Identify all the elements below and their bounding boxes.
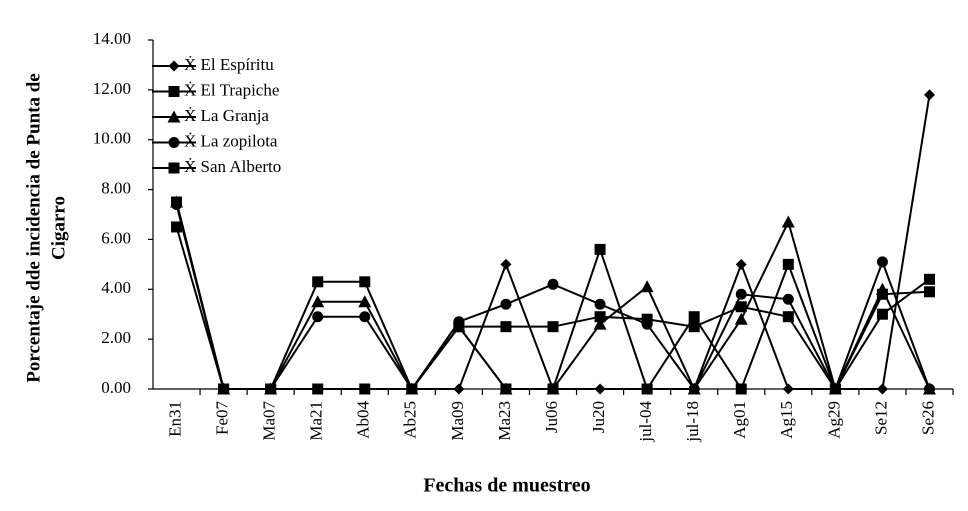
marker [593,317,607,330]
legend-item: Ẋ El Trapiche [152,80,279,99]
marker [640,280,654,293]
marker [688,311,700,323]
legend-item: Ẋ El Espíritu [152,55,274,74]
marker [923,273,935,285]
x-tick-label: jul-04 [636,401,655,443]
x-tick-label: Ag15 [777,401,796,439]
marker [781,215,795,228]
marker [594,298,606,310]
marker [547,383,559,395]
marker [876,308,888,320]
marker [359,311,371,323]
x-tick-label: Se12 [871,401,890,435]
marker [453,321,465,333]
marker [594,243,606,255]
x-tick-label: jul-18 [683,401,702,443]
marker [168,162,180,174]
marker [358,295,372,308]
x-tick-label: Ma21 [307,401,326,441]
marker [641,318,653,330]
marker [171,221,183,233]
x-tick-label: Ab04 [354,401,373,439]
marker [782,293,794,305]
x-tick-label: Ma09 [448,401,467,441]
legend-label: Ẋ El Espíritu [184,55,274,74]
marker [168,137,180,148]
marker [311,295,325,308]
y-tick-label: 6.00 [101,228,131,247]
marker [359,276,371,288]
marker [500,298,512,310]
y-axis-title: Porcentaje dde incidencia de Punta de [23,73,44,382]
marker [641,383,653,395]
y-tick-label: 4.00 [101,278,131,297]
x-tick-label: Fe07 [212,401,231,436]
y-tick-label: 10.00 [93,129,131,148]
x-tick-label: Ma07 [260,401,279,441]
marker [312,383,324,395]
x-tick-label: En31 [165,401,184,437]
legend-label: Ẋ La Granja [184,106,269,125]
marker [876,383,888,395]
y-tick-label: 0.00 [101,378,131,397]
marker [168,86,180,97]
legend-label: Ẋ San Alberto [184,157,281,176]
marker [782,383,794,395]
marker [782,258,794,270]
marker [359,383,371,395]
legend-label: Ẋ El Trapiche [184,80,279,99]
x-tick-label: Ma23 [495,401,514,441]
marker [735,301,747,313]
marker [406,383,418,395]
marker [453,383,465,395]
marker [312,311,324,323]
marker [312,276,324,288]
marker [171,196,183,208]
y-tick-label: 14.00 [93,29,131,48]
marker [829,383,841,395]
legend-label: Ẋ La zopilota [184,131,278,150]
marker [594,383,606,395]
marker [876,288,888,300]
series-line [175,226,931,391]
marker [688,383,700,395]
marker [688,321,700,333]
marker [547,321,559,333]
legend-item: Ẋ San Alberto [152,157,281,176]
x-tick-label: Ag29 [824,401,843,439]
x-axis-title: Fechas de muestreo [423,475,590,497]
x-tick-label: Ag01 [730,401,749,439]
x-tick-label: Ju20 [589,401,608,433]
marker [594,311,606,323]
marker [782,311,794,323]
marker [735,383,747,395]
y-tick-label: 2.00 [101,328,131,347]
x-tick-label: Ab25 [401,401,420,439]
marker [500,321,512,333]
marker [265,383,277,395]
marker [734,312,748,325]
marker [167,110,181,123]
x-tick-label: Se26 [918,401,937,435]
y-tick-label: 8.00 [101,178,131,197]
legend-item: Ẋ La zopilota [152,131,278,150]
y-axis-title: Cigarro [48,196,69,260]
marker [923,89,935,101]
legend-item: Ẋ La Granja [152,106,269,125]
marker [923,383,935,395]
marker [168,60,180,72]
marker [735,288,747,300]
marker [500,383,512,395]
marker [735,258,747,270]
marker [547,278,559,290]
x-tick-label: Ju06 [542,401,561,433]
marker [923,286,935,298]
marker [876,256,888,268]
marker [500,258,512,270]
marker [218,383,230,395]
y-tick-label: 12.00 [93,79,131,98]
